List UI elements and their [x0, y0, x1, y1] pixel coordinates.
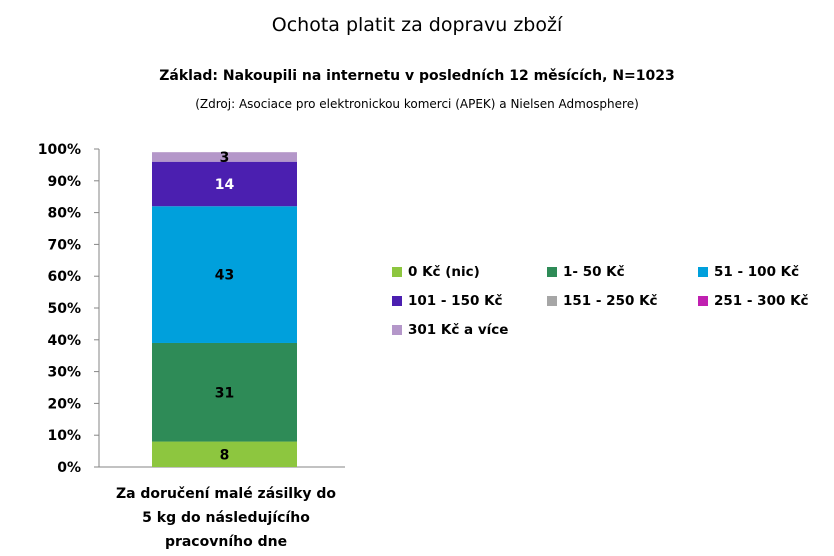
y-tick-label: 10% [47, 428, 81, 444]
data-label: 14 [215, 177, 235, 193]
legend-item: 1- 50 Kč [547, 264, 625, 280]
legend-label: 51 - 100 Kč [714, 264, 800, 280]
legend-item: 151 - 250 Kč [547, 293, 658, 309]
x-category-label-line: Za doručení malé zásilky do [115, 486, 337, 502]
y-tick-label: 0% [57, 460, 81, 476]
y-tick-label: 60% [47, 269, 81, 285]
legend-swatch [547, 296, 557, 306]
chart-subtitle: Základ: Nakoupili na internetu v posledn… [159, 68, 675, 84]
x-category-label-line: 5 kg do následujícího [142, 510, 310, 526]
x-category-label: Za doručení malé zásilky do 5 kg do násle… [96, 482, 356, 554]
legend-item: 101 - 150 Kč [392, 293, 503, 309]
bar-segment [152, 441, 297, 467]
y-tick-label: 50% [47, 301, 81, 317]
y-tick-label: 40% [47, 333, 81, 349]
y-tick-label: 80% [47, 206, 81, 222]
data-label: 31 [215, 385, 234, 401]
legend-label: 101 - 150 Kč [408, 293, 503, 309]
legend-swatch [392, 267, 402, 277]
legend-label: 0 Kč (nic) [408, 264, 480, 280]
chart-title: Ochota platit za dopravu zboží [271, 14, 563, 36]
bar-segment [152, 342, 297, 442]
legend-item: 251 - 300 Kč [698, 293, 809, 309]
legend-item: 301 Kč a více [392, 322, 508, 338]
legend-swatch [392, 296, 402, 306]
bar-segment [152, 206, 297, 343]
legend-label: 151 - 250 Kč [563, 293, 658, 309]
y-tick-label: 30% [47, 365, 81, 381]
legend-item: 0 Kč (nic) [392, 264, 480, 280]
legend-swatch [698, 267, 708, 277]
legend-label: 251 - 300 Kč [714, 293, 809, 309]
chart-source: (Zdroj: Asociace pro elektronickou komer… [195, 97, 639, 111]
y-tick-label: 100% [38, 142, 81, 158]
legend-label: 1- 50 Kč [563, 264, 625, 280]
legend-swatch [392, 325, 402, 335]
bar-segment [152, 152, 297, 162]
data-label: 3 [220, 150, 230, 166]
legend-swatch [698, 296, 708, 306]
legend-item: 51 - 100 Kč [698, 264, 799, 280]
data-label: 8 [220, 447, 230, 463]
data-label: 43 [215, 268, 234, 284]
x-category-label-line: pracovního dne [164, 534, 288, 550]
legend-label: 301 Kč a více [408, 322, 509, 338]
legend-swatch [547, 267, 557, 277]
bar-segment [152, 161, 297, 207]
y-tick-label: 70% [47, 237, 81, 253]
y-tick-label: 90% [47, 174, 81, 190]
y-tick-label: 20% [47, 396, 81, 412]
